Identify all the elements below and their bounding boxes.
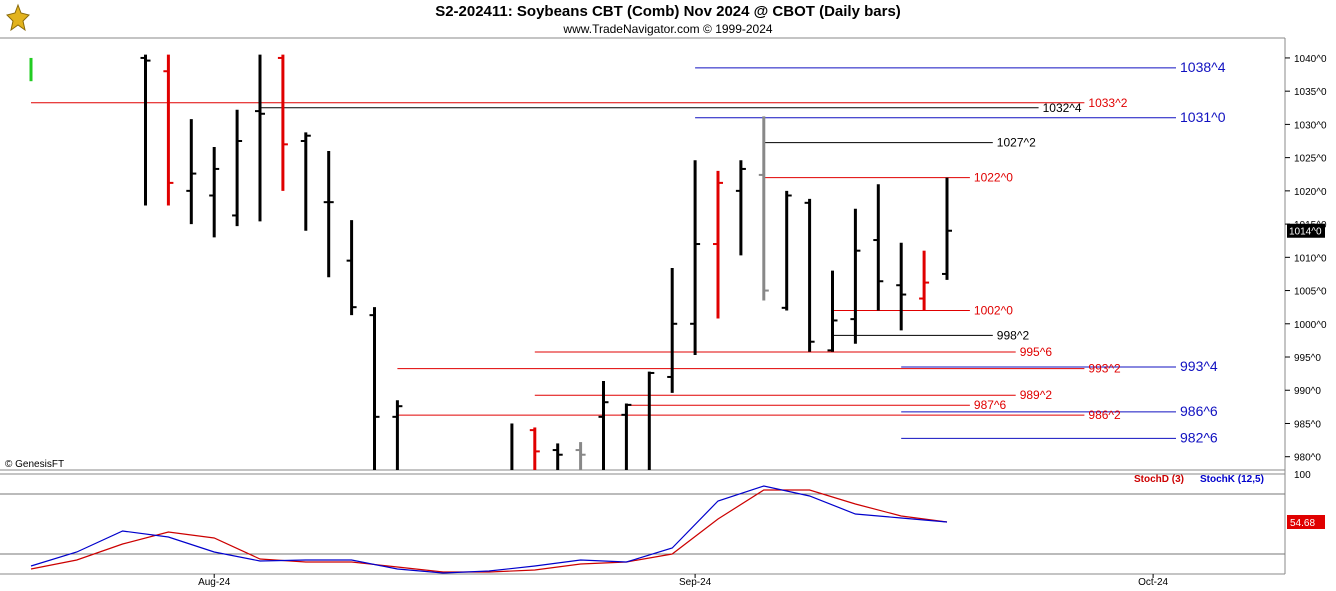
- price-tick-label: 1010^0: [1294, 253, 1327, 264]
- stoch-legend-k: StochK (12,5): [1200, 474, 1264, 485]
- price-tick-label: 990^0: [1294, 386, 1321, 397]
- genesis-logo-icon: [6, 3, 30, 32]
- level-label: 1031^0: [1180, 109, 1226, 125]
- level-label: 993^4: [1180, 358, 1218, 374]
- price-tick-label: 995^0: [1294, 353, 1321, 364]
- price-tick-label: 1035^0: [1294, 87, 1327, 98]
- support-resistance-levels: 1038^4 1033^2 1032^4 1031^0 1027^2 1022^0 1002…: [31, 59, 1226, 445]
- price-tick-label: 1040^0: [1294, 54, 1327, 65]
- price-tick-label: 980^0: [1294, 453, 1321, 464]
- time-tick-label: Sep-24: [679, 577, 712, 588]
- stochastic-panel: 100 StochD (3) StochK (12,5) 54.68: [0, 470, 1325, 574]
- level-label: 1002^0: [974, 303, 1013, 317]
- copyright-label: © GenesisFT: [5, 459, 64, 470]
- time-tick-label: Oct-24: [1138, 577, 1168, 588]
- price-tick-label: 1030^0: [1294, 120, 1327, 131]
- chart-header: S2-202411: Soybeans CBT (Comb) Nov 2024 …: [0, 0, 1336, 38]
- level-label: 993^2: [1088, 362, 1121, 376]
- chart-subtitle: www.TradeNavigator.com © 1999-2024: [563, 22, 773, 36]
- level-label: 1027^2: [997, 136, 1036, 150]
- level-label: 998^2: [997, 328, 1030, 342]
- level-label: 982^6: [1180, 429, 1218, 445]
- stoch-line: [30, 489, 948, 573]
- level-label: 986^2: [1088, 408, 1121, 422]
- stoch-last-label: 54.68: [1290, 518, 1315, 529]
- level-label: 1033^2: [1088, 96, 1127, 110]
- price-tick-label: 1000^0: [1294, 320, 1327, 331]
- price-axis: 980^0 985^0 990^0 995^0 1000^0 1005^0 1010^0 10…: [1285, 54, 1327, 464]
- level-label: 989^2: [1020, 388, 1053, 402]
- price-tick-label: 1005^0: [1294, 287, 1327, 298]
- price-tick-label: 1025^0: [1294, 154, 1327, 165]
- stoch-tick-label: 100: [1294, 470, 1311, 481]
- level-label: 1038^4: [1180, 59, 1226, 75]
- time-axis: Aug-24 Sep-24 Oct-24: [198, 574, 1169, 588]
- last-price-badge: [1287, 223, 1325, 238]
- time-tick-label: Aug-24: [198, 577, 231, 588]
- level-label: 995^6: [1020, 345, 1053, 359]
- stoch-last-badge: [1287, 515, 1325, 529]
- price-tick-label: 1020^0: [1294, 187, 1327, 198]
- stoch-line: [30, 485, 948, 574]
- level-label: 1022^0: [974, 171, 1013, 185]
- chart-title: S2-202411: Soybeans CBT (Comb) Nov 2024 …: [435, 3, 901, 20]
- stoch-legend-d: StochD (3): [1134, 474, 1184, 485]
- level-label: 987^6: [974, 398, 1007, 412]
- level-label: 986^6: [1180, 403, 1218, 419]
- price-bars: [29, 54, 952, 470]
- level-label: 1032^4: [1043, 101, 1082, 115]
- last-price-label: 1014^0: [1289, 227, 1322, 238]
- price-tick-label: 985^0: [1294, 419, 1321, 430]
